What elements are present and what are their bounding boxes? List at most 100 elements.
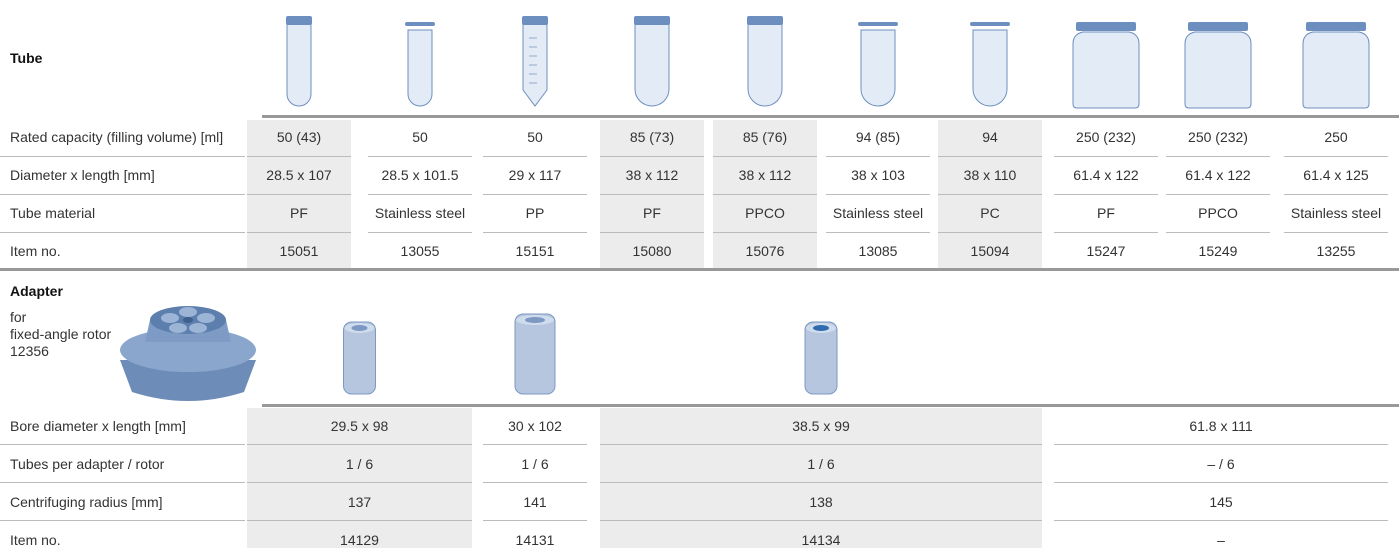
cell-text: 145 <box>1209 494 1233 510</box>
cell-text: 61.8 x 111 <box>1189 418 1253 434</box>
illustration-part <box>1306 22 1366 31</box>
illustration-part <box>1184 31 1252 109</box>
cell-text: 61.4 x 122 <box>1073 167 1139 183</box>
row-line <box>826 156 930 157</box>
row-line <box>1166 232 1270 233</box>
cell-text: PC <box>980 205 1000 221</box>
cell-text: Stainless steel <box>374 205 466 221</box>
cell-text: 15249 <box>1198 243 1238 259</box>
row-line <box>0 194 245 195</box>
row-line <box>713 232 817 233</box>
row-label: Item no. <box>10 243 61 259</box>
cell-text: 15247 <box>1086 243 1126 259</box>
row-label: Tubes per adapter / rotor <box>10 456 165 472</box>
row-line <box>1054 482 1388 483</box>
cell-text: 38 x 112 <box>625 167 679 183</box>
row-line <box>483 444 587 445</box>
row-line <box>1054 444 1388 445</box>
cell-text: 38.5 x 99 <box>792 418 850 434</box>
cell-text: 38 x 103 <box>851 167 905 183</box>
row-line <box>600 444 1042 445</box>
cell-text: 28.5 x 101.5 <box>381 167 459 183</box>
row-line <box>1054 156 1158 157</box>
cell-text: 50 (43) <box>276 129 322 145</box>
cell-text: 15080 <box>632 243 672 259</box>
row-line <box>1284 156 1388 157</box>
illustration-part <box>514 313 556 395</box>
row-line <box>0 520 245 521</box>
illustration-part <box>405 22 435 26</box>
cell-text: 15151 <box>515 243 555 259</box>
cell-text: 94 <box>982 129 998 145</box>
row-line <box>1054 194 1158 195</box>
row-label: Centrifuging radius [mm] <box>10 494 163 510</box>
row-line <box>1166 194 1270 195</box>
row-line <box>600 520 1042 521</box>
cell-text: PF <box>1097 205 1115 221</box>
cell-text: – / 6 <box>1207 456 1235 472</box>
row-line <box>1054 520 1388 521</box>
rule <box>0 268 1399 271</box>
row-line <box>247 482 472 483</box>
row-label: Diameter x length [mm] <box>10 167 155 183</box>
row-line <box>713 156 817 157</box>
row-label: Item no. <box>10 532 61 548</box>
cell-text: 14131 <box>515 532 555 548</box>
cell-text: 50 <box>412 129 428 145</box>
rotor-label-line: fixed-angle rotor <box>10 326 112 342</box>
illustration-part <box>747 23 783 107</box>
row-line <box>1054 232 1158 233</box>
illustration-part <box>1076 22 1136 31</box>
illustration-part <box>970 22 1010 26</box>
rotor-image <box>120 306 256 401</box>
cell-text: 250 (232) <box>1076 129 1136 145</box>
rotor-label-line: for <box>10 309 27 325</box>
row-line <box>368 194 472 195</box>
row-line <box>368 156 472 157</box>
illustration-part <box>1188 22 1248 31</box>
cell-bg <box>247 408 472 548</box>
cell-text: – <box>1217 532 1225 548</box>
row-line <box>1166 156 1270 157</box>
section-title: Tube <box>10 50 43 66</box>
illustration-part <box>634 23 670 107</box>
illustration-part <box>813 325 829 331</box>
cell-text: PPCO <box>1198 205 1238 221</box>
rule <box>262 404 1399 407</box>
section-title: Adapter <box>10 283 63 299</box>
row-line <box>483 194 587 195</box>
illustration-part <box>804 321 838 395</box>
cell-text: Stainless steel <box>832 205 924 221</box>
row-line <box>368 232 472 233</box>
row-line <box>247 194 351 195</box>
cell-text: PP <box>525 205 545 221</box>
illustration-part <box>522 16 548 25</box>
cell-text: 85 (76) <box>742 129 788 145</box>
row-line <box>600 482 1042 483</box>
cell-text: 1 / 6 <box>807 456 835 472</box>
cell-text: 85 (73) <box>629 129 675 145</box>
row-line <box>0 444 245 445</box>
cell-text: 61.4 x 125 <box>1303 167 1369 183</box>
cell-text: 138 <box>809 494 833 510</box>
row-line <box>826 194 930 195</box>
cell-text: 38 x 112 <box>738 167 792 183</box>
cell-text: PF <box>643 205 661 221</box>
illustration-part <box>351 325 368 331</box>
rotor-label: for fixed-angle rotor 12356 <box>10 309 111 360</box>
cell-text: 30 x 102 <box>508 418 562 434</box>
cell-text: 1 / 6 <box>521 456 549 472</box>
row-line <box>483 520 587 521</box>
cell-text: 61.4 x 122 <box>1185 167 1251 183</box>
illustration-part <box>972 29 1008 107</box>
row-label: Tube material <box>10 205 96 221</box>
cell-text: 13255 <box>1316 243 1356 259</box>
row-line <box>1284 232 1388 233</box>
illustration-part <box>525 317 545 323</box>
row-line <box>247 444 472 445</box>
row-line <box>600 232 704 233</box>
illustration-part <box>634 16 670 25</box>
cell-bg <box>600 408 1042 548</box>
row-line <box>0 232 245 233</box>
